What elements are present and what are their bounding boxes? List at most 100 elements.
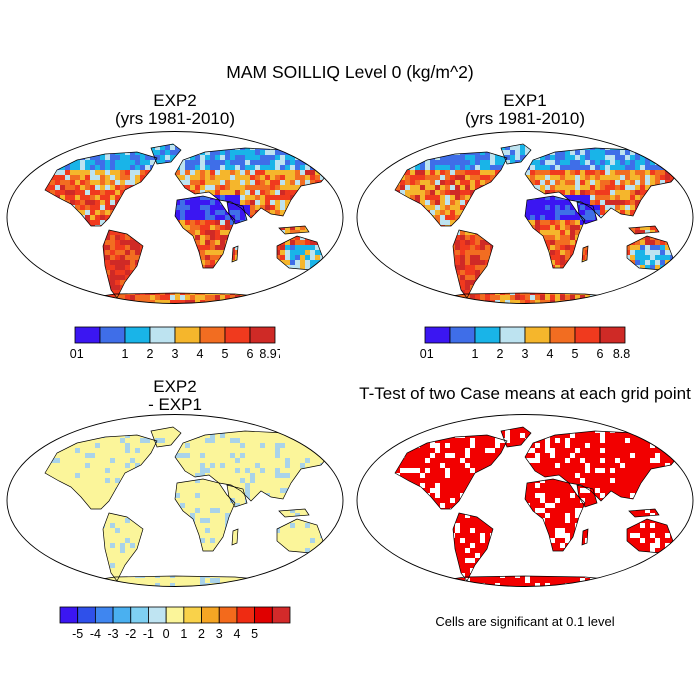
grid-cell [95,175,101,181]
grid-cell [375,135,380,140]
grid-cell [185,180,191,186]
grid-cell [440,175,446,181]
grid-cell [130,160,136,166]
grid-cell [655,250,661,256]
grid-cell [550,180,556,186]
grid-cell [395,145,401,151]
grid-cell [280,150,286,156]
grid-cell [650,135,655,140]
grid-cell [30,140,35,145]
grid-cell [365,140,370,145]
grid-cell [280,190,286,196]
grid-cell [685,145,690,150]
grid-cell [315,275,321,281]
grid-cell [680,130,685,135]
coastline-arabia [226,201,248,225]
grid-cell [75,175,81,181]
grid-cell [355,245,360,250]
grid-cell [190,205,196,211]
grid-cell [420,175,426,181]
grid-cell [460,185,466,191]
grid-cell [680,144,681,146]
coastline-southAmerica [452,229,494,299]
grid-cell [130,180,136,186]
grid-cell [45,427,51,429]
grid-cell [260,295,266,301]
grid-cell [540,300,546,304]
grid-cell [150,295,156,301]
grid-cell [520,145,526,151]
grid-cell [95,160,101,166]
grid-cell [160,295,166,301]
grid-cell [180,200,186,206]
grid-cell [190,300,196,304]
grid-cell [395,155,401,161]
grid-cell [690,285,695,290]
grid-cell [420,130,425,135]
grid-cell [290,165,296,171]
grid-cell [560,215,566,221]
grid-cell [360,165,365,170]
grid-cell [545,165,551,171]
map-exp2 [5,131,344,304]
grid-cell [280,295,286,301]
grid-cell [650,275,656,281]
grid-cell [460,195,466,201]
grid-cell [565,170,571,176]
grid-cell [525,300,531,304]
grid-cell [205,245,211,251]
grid-cell [20,275,25,280]
grid-cell [360,140,365,145]
grid-cell [235,220,241,226]
colorbar-label: 3 [522,347,529,360]
grid-cell [290,170,296,176]
grid-cell [615,190,621,196]
grid-cell [65,300,71,304]
grid-cell [580,255,586,261]
grid-cell [475,160,481,166]
grid-cell [285,180,291,186]
grid-cell [290,413,295,418]
grid-cell [595,200,601,206]
grid-cell [680,135,685,140]
grid-cell [330,180,331,186]
grid-cell [230,210,236,216]
grid-cell [240,180,246,186]
grid-cell [450,200,456,206]
grid-cell [360,270,365,275]
grid-cell [530,300,536,304]
grid-cell [255,205,261,211]
grid-cell [445,160,451,166]
grid-cell [20,280,25,285]
grid-cell [590,150,596,156]
grid-cell [320,150,326,156]
grid-cell [5,155,10,160]
colorbar-box [124,326,151,344]
grid-cell [325,265,331,271]
grid-cell [410,145,416,151]
grid-cell [290,225,296,231]
grid-cell [560,240,566,246]
grid-cell [90,135,95,140]
grid-cell [425,195,431,201]
grid-cell [60,295,66,301]
grid-cell [400,285,406,291]
grid-cell [220,170,226,176]
grid-cell [65,185,71,191]
grid-cell [310,155,316,161]
grid-cell [210,175,216,181]
grid-cell [370,260,375,265]
grid-cell [65,165,71,171]
grid-cell [375,265,380,270]
grid-cell [105,255,111,261]
grid-cell [305,280,311,286]
map-border [6,131,344,304]
grid-cell [210,160,216,166]
grid-cell [385,285,390,290]
grid-cell [5,160,10,165]
grid-cell [10,245,15,250]
grid-cell [300,175,306,181]
grid-cell [480,160,486,166]
grid-cell [275,190,281,196]
grid-cell [445,190,451,196]
